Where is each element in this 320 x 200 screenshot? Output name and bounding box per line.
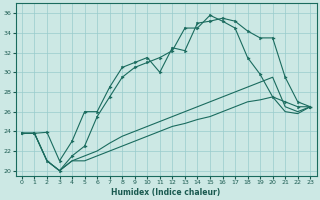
X-axis label: Humidex (Indice chaleur): Humidex (Indice chaleur) <box>111 188 221 197</box>
